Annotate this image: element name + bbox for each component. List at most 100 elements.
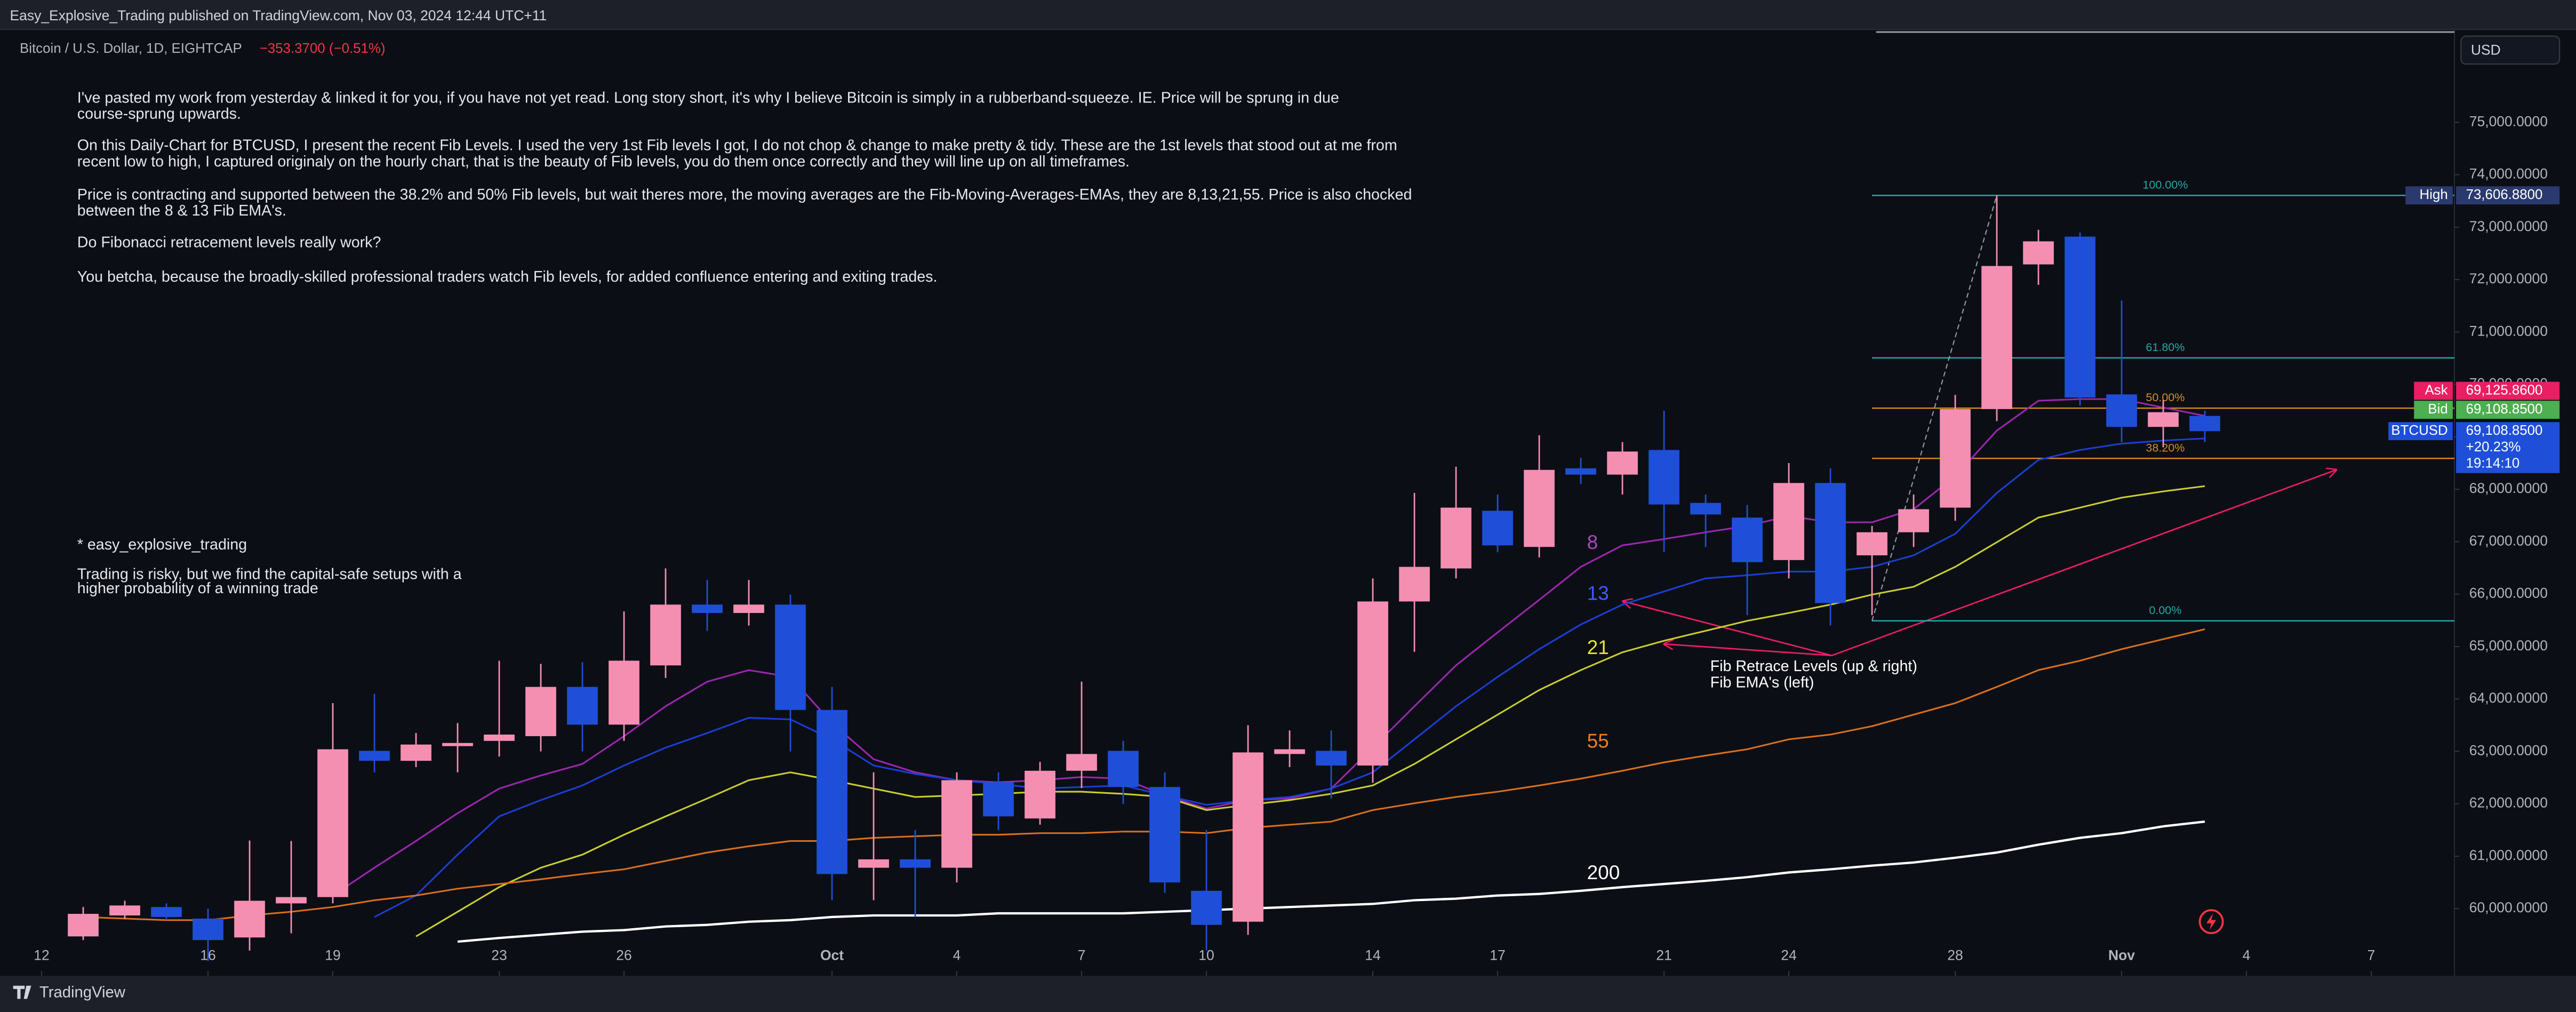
- y-tick-label: 68,000.0000: [2469, 480, 2548, 496]
- y-tick-label: 66,000.0000: [2469, 585, 2548, 601]
- price-tag-extra: +20.23%: [2466, 440, 2521, 455]
- candle-body: [692, 604, 723, 613]
- price-tag-value: 69,125.8600: [2466, 383, 2543, 397]
- note-line: On this Daily-Chart for BTCUSD, I presen…: [77, 137, 1397, 154]
- candle-body: [2023, 241, 2054, 265]
- candle-body: [1482, 511, 1513, 546]
- candle-body: [1898, 509, 1929, 532]
- ema-name: 21: [1587, 636, 1609, 658]
- candle-body: [1524, 469, 1555, 547]
- candle-body: [359, 751, 390, 761]
- ema-name: 55: [1587, 730, 1609, 752]
- candle-body: [193, 918, 223, 941]
- brand-name: TradingView: [39, 984, 126, 1001]
- note-line: I've pasted my work from yesterday & lin…: [77, 89, 1339, 106]
- ema-name: 8: [1587, 531, 1598, 553]
- candle-body: [941, 780, 972, 868]
- x-tick-label: 24: [1781, 947, 1796, 963]
- arrow: [1831, 470, 2337, 657]
- price-tag-box: [2456, 401, 2560, 419]
- y-tick-label: 61,000.0000: [2469, 847, 2548, 863]
- price-tag-name-box: [2414, 381, 2453, 400]
- x-tick-label: 7: [2367, 947, 2375, 963]
- x-tick-label: Nov: [2108, 947, 2135, 963]
- note-line: You betcha, because the broadly-skilled …: [77, 268, 938, 285]
- fib-label: 50.00%: [2146, 391, 2185, 404]
- note-line: between the 8 & 13 Fib EMA's.: [77, 202, 286, 219]
- candle-body: [2189, 416, 2220, 432]
- candle-body: [276, 897, 307, 904]
- y-tick-label: 64,000.0000: [2469, 690, 2548, 706]
- price-tag-name: Bid: [2428, 402, 2447, 417]
- candle-body: [109, 905, 140, 915]
- x-tick-label: 21: [1656, 947, 1671, 963]
- ema-line: [83, 628, 2205, 921]
- candle-body: [1441, 507, 1471, 569]
- arrow: [1623, 601, 1832, 657]
- candle-body: [1981, 266, 2012, 409]
- candle-body: [234, 901, 265, 938]
- candle-body: [1025, 770, 1055, 819]
- price-change: −353.3700 (−0.51%): [260, 41, 386, 56]
- price-tag-value: 73,606.8800: [2466, 187, 2543, 202]
- candle-body: [1108, 751, 1139, 787]
- y-tick-label: 73,000.0000: [2469, 218, 2548, 234]
- candle-body: [567, 687, 598, 725]
- candle-body: [1732, 517, 1763, 562]
- candle-body: [1690, 503, 1721, 515]
- price-tag-name-box: [2388, 422, 2453, 441]
- y-tick-label: 74,000.0000: [2469, 166, 2548, 182]
- price-tag-name-box: [2405, 186, 2453, 205]
- y-tick-label: 75,000.0000: [2469, 113, 2548, 129]
- alert-icon[interactable]: [2198, 909, 2224, 935]
- note-line: recent low to high, I captured originaly…: [77, 153, 1130, 170]
- candle-body: [484, 735, 515, 741]
- candle-body: [401, 744, 431, 761]
- candle-body: [775, 604, 806, 710]
- candle-body: [983, 782, 1014, 817]
- note-line: course-sprung upwards.: [77, 106, 241, 123]
- candle-body: [1940, 409, 1971, 508]
- annotation-arrows: [1623, 470, 2337, 657]
- arrow: [1664, 644, 1832, 657]
- candle-body: [1274, 749, 1305, 754]
- price-tag-name: Ask: [2425, 383, 2448, 397]
- price-tag-name: High: [2420, 187, 2448, 202]
- candle-body: [1191, 890, 1222, 925]
- y-tick-label: 62,000.0000: [2469, 795, 2548, 811]
- candle-body: [2106, 394, 2137, 427]
- fib-label: 100.00%: [2142, 178, 2188, 191]
- x-tick-label: 28: [1947, 947, 1963, 963]
- candle-body: [2148, 412, 2179, 427]
- annotation: Fib Retrace Levels (up & right): [1710, 658, 1917, 675]
- ema-name: 13: [1587, 583, 1609, 604]
- candle-body: [1066, 754, 1097, 771]
- x-tick-label: Oct: [820, 947, 844, 963]
- alert-icon-bolt: [2206, 913, 2217, 930]
- candle-body: [1815, 483, 1846, 603]
- price-tag-value: 69,108.8500: [2466, 402, 2543, 417]
- candle-body: [317, 749, 348, 897]
- y-tick-label: 72,000.0000: [2469, 270, 2548, 286]
- candle-body: [151, 907, 182, 917]
- annotation: Fib EMA's (left): [1710, 674, 1814, 691]
- plot-area: 100.00% 61.80% 50.00% 38.20% 0.00% 8 13 21 55 200: [68, 178, 2455, 961]
- currency-label[interactable]: USD: [2471, 42, 2501, 58]
- disclaimer-line: Trading is risky, but we find the capita…: [77, 565, 462, 583]
- signature: * easy_explosive_trading: [77, 536, 247, 553]
- ema-line: [457, 820, 2205, 943]
- x-tick-label: 17: [1490, 947, 1505, 963]
- ema-line: [415, 485, 2205, 937]
- y-tick-label: 71,000.0000: [2469, 323, 2548, 339]
- x-tick-label: 12: [34, 947, 49, 963]
- y-tick-label: 63,000.0000: [2469, 742, 2548, 758]
- candle-body: [1233, 752, 1263, 922]
- candle-body: [1357, 601, 1388, 766]
- currency-button[interactable]: [2460, 35, 2561, 65]
- disclaimer-line: higher probability of a winning trade: [77, 580, 318, 597]
- price-tag-name-box: [2414, 401, 2453, 419]
- candle-body: [525, 687, 556, 736]
- candle-body: [442, 743, 473, 746]
- price-tag-name: BTCUSD: [2391, 423, 2447, 438]
